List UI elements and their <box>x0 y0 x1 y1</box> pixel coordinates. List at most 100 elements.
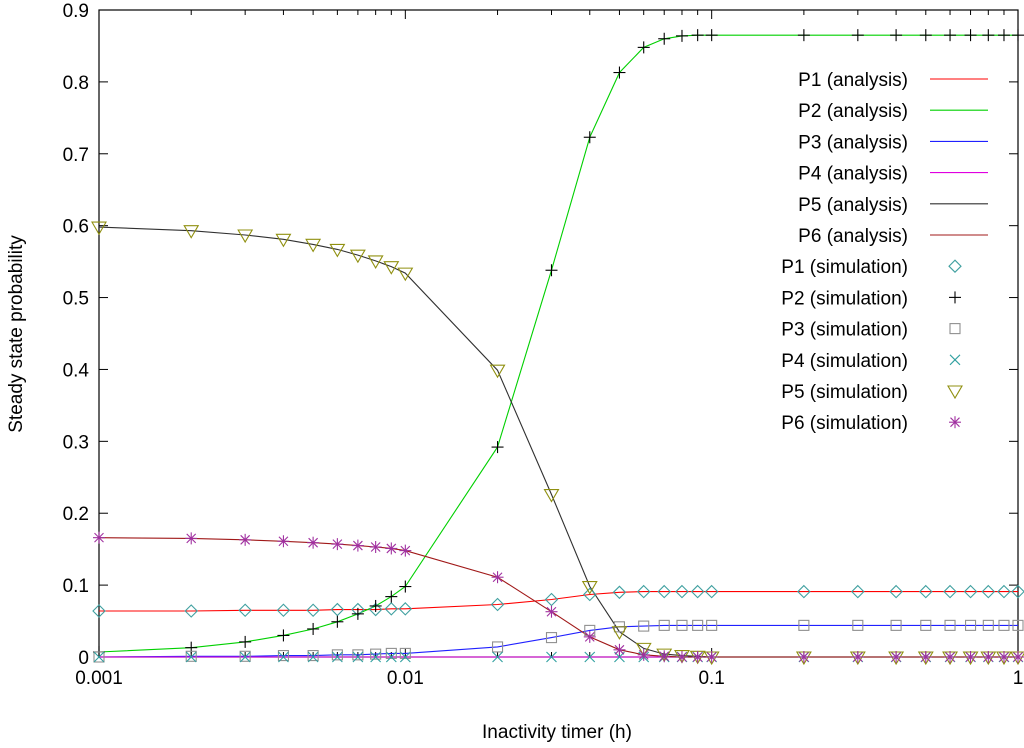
data-point-p6-simulation <box>93 531 105 544</box>
data-point-p6-simulation <box>331 538 344 551</box>
data-point-p3-simulation <box>798 619 810 631</box>
data-point-p3-simulation <box>352 649 364 661</box>
data-point-p3-simulation <box>370 648 382 660</box>
series-line-p6-analysis <box>98 537 1018 658</box>
data-point-p6-simulation <box>239 533 252 546</box>
data-point-p2-simulation <box>982 29 995 42</box>
data-point-p4-simulation <box>93 651 105 663</box>
data-point-p6-simulation <box>944 651 957 663</box>
x-axis-label: Inactivity timer (h) <box>482 722 632 743</box>
data-point-p1-simulation <box>963 584 978 599</box>
series-line-p3-analysis <box>98 624 1018 658</box>
data-point-p4-simulation <box>331 651 343 663</box>
data-point-p4-simulation <box>352 651 364 663</box>
data-point-p1-simulation <box>306 603 320 618</box>
x-tick-label: 0.001 <box>75 668 123 689</box>
data-point-p5-simulation <box>329 243 346 258</box>
y-axis: 0 0.1 0.2 0.3 0.4 0.5 0.6 0.7 0.8 0.9 <box>63 1 1018 669</box>
data-point-p6-simulation <box>385 542 398 555</box>
data-point-p3-simulation <box>706 619 718 631</box>
data-point-p2-simulation <box>491 441 504 454</box>
data-point-p2-simulation <box>385 590 398 603</box>
series-line-p2-analysis <box>98 34 1018 653</box>
data-point-p6-simulation <box>658 650 671 663</box>
data-point-p6-simulation <box>675 651 688 663</box>
data-point-p6-simulation <box>964 651 977 663</box>
data-point-p3-simulation <box>638 620 650 632</box>
data-point-p6-simulation <box>583 630 596 643</box>
legend-marker-sample <box>947 385 963 400</box>
data-point-p2-simulation <box>919 29 932 42</box>
data-point-p6-simulation <box>369 541 382 554</box>
data-point-p1-simulation <box>276 603 291 618</box>
data-point-p1-simulation <box>612 585 627 600</box>
y-tick-label: 0.5 <box>63 289 89 310</box>
y-tick-label: 0.4 <box>63 360 90 381</box>
legend-marker-sample <box>949 291 961 304</box>
data-point-p6-simulation <box>997 651 1010 663</box>
data-point-p1-simulation <box>704 584 719 599</box>
data-point-p1-simulation <box>330 602 345 617</box>
data-point-p4-simulation <box>307 651 319 663</box>
legend-label: P2 (simulation) <box>781 288 908 309</box>
data-point-p4-simulation <box>546 651 557 663</box>
data-point-p6-simulation <box>851 651 864 663</box>
data-point-p6-simulation <box>637 648 650 661</box>
data-point-p4-simulation <box>370 651 382 663</box>
data-point-p5-simulation <box>349 249 366 264</box>
data-point-p2-simulation <box>545 264 558 277</box>
data-point-p6-simulation <box>797 651 810 663</box>
x-tick-label: 0.01 <box>387 668 424 689</box>
x-tick-label: 0.1 <box>698 668 724 689</box>
legend-marker-sample <box>949 323 961 335</box>
data-point-p5-simulation <box>183 225 200 239</box>
data-point-p5-simulation <box>91 221 107 236</box>
data-point-p3-simulation <box>964 619 977 631</box>
y-tick-label: 0.7 <box>63 145 89 166</box>
y-tick-label: 0.3 <box>63 432 89 453</box>
data-point-p3-simulation <box>658 619 670 631</box>
legend-marker-sample <box>948 259 962 273</box>
data-point-p3-simulation <box>676 619 688 631</box>
data-point-p5-simulation <box>581 580 598 595</box>
data-point-p6-simulation <box>1012 651 1024 663</box>
legend-label: P5 (simulation) <box>781 382 908 403</box>
data-point-p1-simulation <box>636 584 651 599</box>
data-point-p3-simulation <box>852 619 864 631</box>
data-point-p3-simulation <box>307 650 319 662</box>
data-point-p5-simulation <box>397 267 414 282</box>
data-point-p1-simulation <box>384 602 399 616</box>
data-point-p2-simulation <box>369 599 382 612</box>
data-point-p3-simulation <box>920 619 932 631</box>
data-point-p6-simulation <box>705 651 718 663</box>
data-point-p2-simulation <box>637 41 650 54</box>
data-point-p4-simulation <box>278 651 289 663</box>
data-point-p2-simulation <box>307 622 320 635</box>
data-point-p6-simulation <box>691 651 704 663</box>
data-point-p2-simulation <box>890 29 903 42</box>
data-point-p1-simulation <box>544 592 559 607</box>
data-point-p3-simulation <box>545 632 558 644</box>
legend-label: P2 (analysis) <box>798 101 908 122</box>
data-point-p6-simulation <box>919 651 932 663</box>
data-point-p1-simulation <box>889 584 903 599</box>
data-point-p2-simulation <box>1012 29 1024 42</box>
legend-label: P3 (analysis) <box>798 132 908 153</box>
data-point-p1-simulation <box>997 584 1011 599</box>
data-point-p2-simulation <box>691 29 704 42</box>
legend-label: P1 (simulation) <box>781 257 908 278</box>
data-point-p2-simulation <box>705 29 718 42</box>
data-point-p1-simulation <box>184 604 198 618</box>
data-point-p5-simulation <box>635 642 652 657</box>
data-point-p5-simulation <box>489 364 506 379</box>
data-point-p6-simulation <box>545 605 558 618</box>
data-point-p1-simulation <box>368 602 383 617</box>
data-point-p3-simulation <box>944 619 956 631</box>
legend-marker-sample <box>949 354 961 366</box>
data-point-p2-simulation <box>675 29 688 42</box>
data-point-p1-simulation <box>919 584 933 599</box>
legend: P1 (analysis) P2 (analysis) P3 (analysis) P… <box>781 70 988 434</box>
data-point-p2-simulation <box>399 580 412 593</box>
data-point-p3-simulation <box>277 650 289 662</box>
